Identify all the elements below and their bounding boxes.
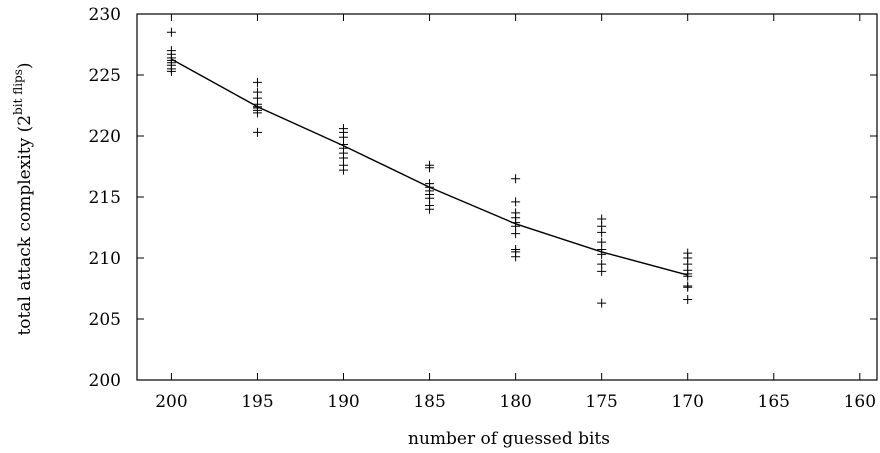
x-tick-label: 185 xyxy=(413,392,445,412)
data-point xyxy=(597,266,607,276)
data-point xyxy=(339,165,349,175)
data-point xyxy=(511,229,521,239)
y-tick-label: 230 xyxy=(89,5,121,25)
data-point xyxy=(683,282,693,292)
x-axis: 200 195 190 185 180 175 170 165 160 xyxy=(155,14,876,412)
trend-line xyxy=(171,58,688,276)
y-axis-label: total attack complexity (2bit flips) xyxy=(11,62,35,335)
y-tick-label: 215 xyxy=(89,188,121,208)
x-tick-label: 200 xyxy=(155,392,187,412)
y-axis-label-superscript: bit flips xyxy=(11,69,25,115)
data-point xyxy=(252,77,262,87)
plot-frame xyxy=(136,13,878,381)
x-tick-label: 175 xyxy=(585,392,617,412)
data-point xyxy=(597,298,607,308)
x-tick-label: 195 xyxy=(241,392,273,412)
data-point xyxy=(683,294,693,304)
data-point xyxy=(425,163,435,173)
y-axis-label-main: total attack complexity (2 xyxy=(15,115,35,336)
data-point xyxy=(252,127,262,137)
x-tick-label: 165 xyxy=(758,392,790,412)
y-tick-label: 210 xyxy=(89,249,121,269)
data-point xyxy=(166,66,176,76)
x-tick-label: 160 xyxy=(844,392,876,412)
y-axis: 200 205 210 215 220 225 230 xyxy=(89,5,877,391)
data-marks xyxy=(166,27,693,308)
data-point xyxy=(252,108,262,118)
y-tick-label: 220 xyxy=(89,127,121,147)
data-point xyxy=(683,271,693,281)
x-tick-label: 170 xyxy=(671,392,703,412)
y-tick-label: 205 xyxy=(89,310,121,330)
data-point xyxy=(166,27,176,37)
plot-area xyxy=(136,13,878,381)
x-axis-label: number of guessed bits xyxy=(408,429,610,449)
x-tick-label: 190 xyxy=(327,392,359,412)
data-point xyxy=(511,197,521,207)
y-axis-label-close: ) xyxy=(15,62,35,69)
data-point xyxy=(597,227,607,237)
data-point xyxy=(511,252,521,262)
data-point xyxy=(425,204,435,214)
y-tick-label: 200 xyxy=(89,371,121,391)
x-tick-label: 180 xyxy=(499,392,531,412)
y-tick-label: 225 xyxy=(89,66,121,86)
data-point xyxy=(511,174,521,184)
